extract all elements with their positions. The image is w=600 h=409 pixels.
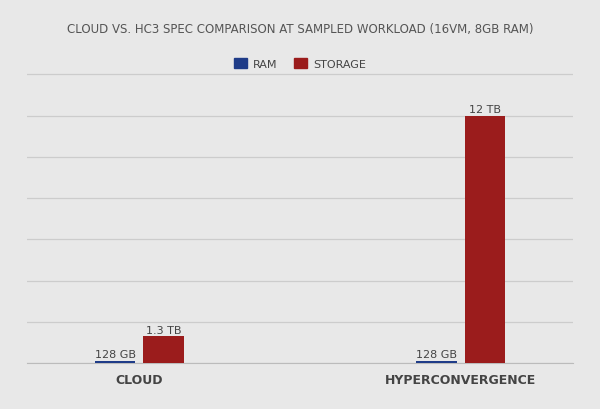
Bar (95, 361, 136, 363)
Text: 1.3 TB: 1.3 TB (146, 325, 181, 335)
Bar (143, 337, 184, 363)
Bar (464, 116, 505, 363)
Text: 128 GB: 128 GB (95, 349, 136, 359)
Text: 128 GB: 128 GB (416, 349, 457, 359)
Text: 12 TB: 12 TB (469, 105, 500, 115)
Legend: RAM, STORAGE: RAM, STORAGE (230, 54, 370, 74)
Bar (416, 361, 457, 363)
Title: CLOUD VS. HC3 SPEC COMPARISON AT SAMPLED WORKLOAD (16VM, 8GB RAM): CLOUD VS. HC3 SPEC COMPARISON AT SAMPLED… (67, 23, 533, 36)
